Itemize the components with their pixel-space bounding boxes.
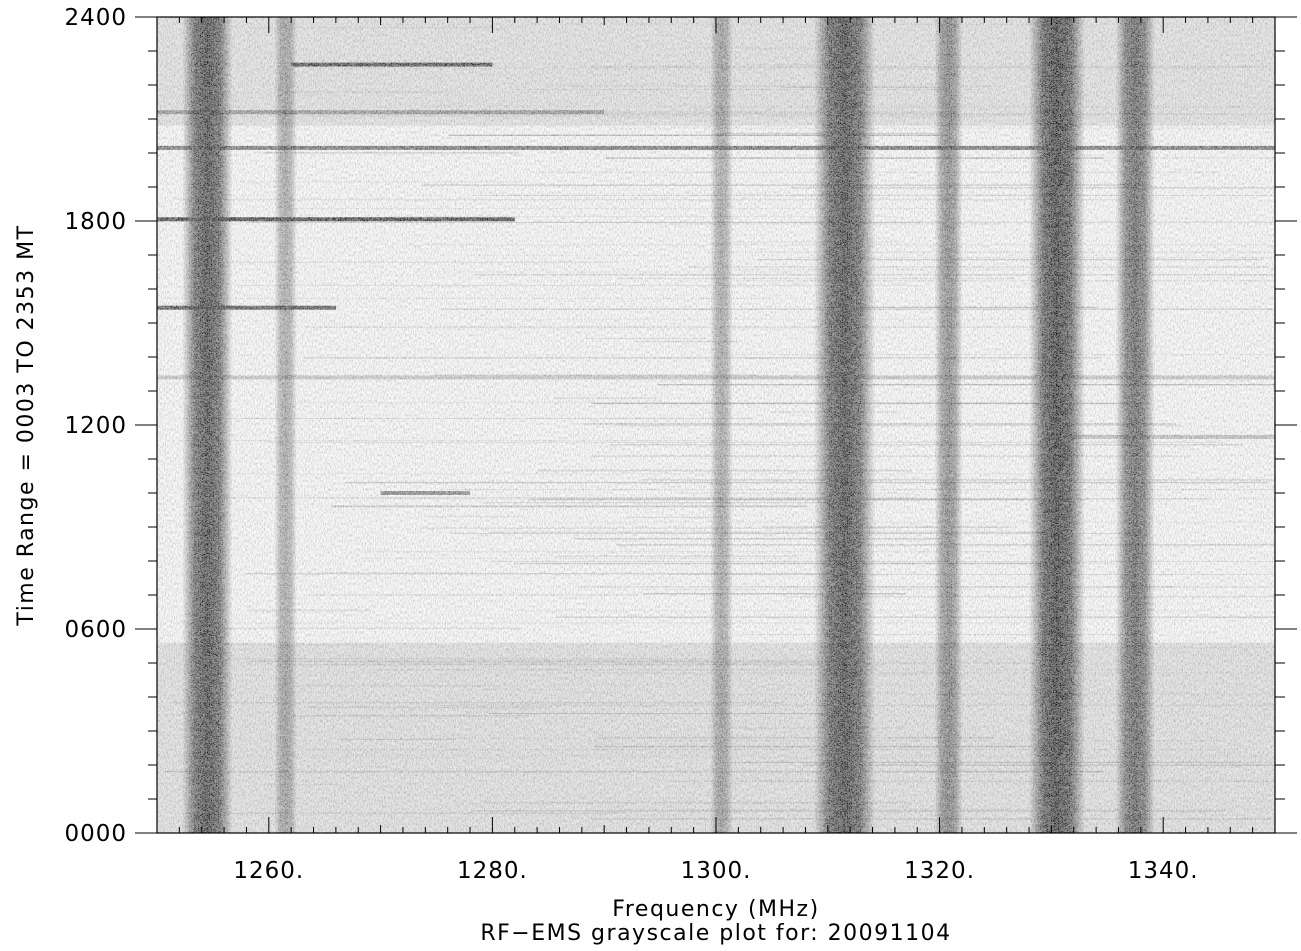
chart-title: RF−EMS grayscale plot for: 20091104: [480, 921, 951, 946]
x-tick-label: 1300.: [681, 858, 752, 884]
y-axis-label: Time Range = 0003 TO 2353 MT: [14, 224, 39, 626]
x-tick-label: 1320.: [904, 858, 975, 884]
y-tick-label: 0000: [64, 821, 127, 847]
plot-area: [157, 17, 1275, 833]
axes: 1260. 1280. 1300. 1320. 1340. 0000 0600 1200 180…: [64, 5, 1297, 884]
x-tick-label: 1280.: [457, 858, 528, 884]
x-axis-label: Frequency (MHz): [612, 897, 819, 922]
noise-overlay: [157, 17, 1275, 833]
y-tick-label: 2400: [64, 5, 127, 31]
y-tick-label: 0600: [64, 617, 127, 643]
y-tick-label: 1200: [64, 413, 127, 439]
x-tick-label: 1340.: [1128, 858, 1199, 884]
y-tick-label: 1800: [64, 209, 127, 235]
x-tick-label: 1260.: [233, 858, 304, 884]
